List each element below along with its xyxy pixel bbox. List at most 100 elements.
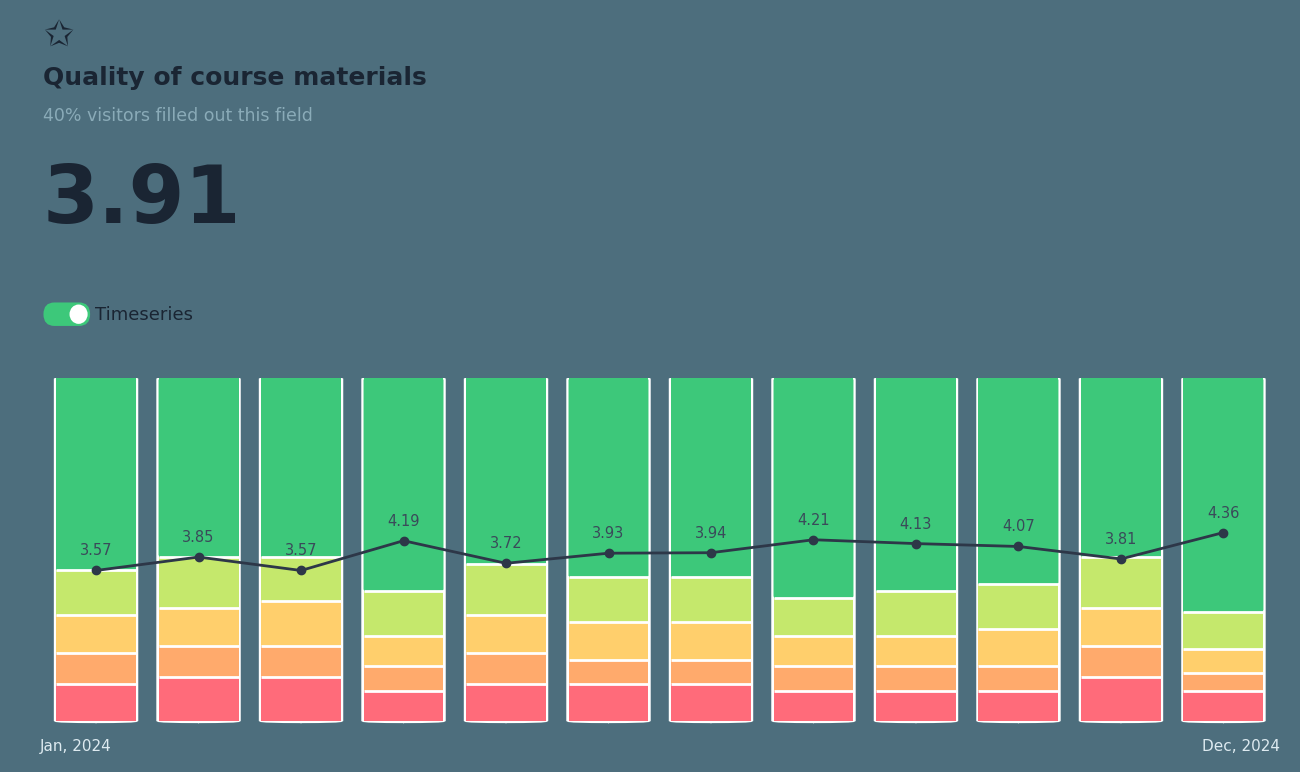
Text: 3.93: 3.93 [593,527,624,541]
FancyBboxPatch shape [978,378,1060,721]
FancyBboxPatch shape [1082,378,1161,557]
Bar [876,690,956,721]
Bar [876,378,956,591]
Bar [1183,649,1264,673]
Bar [364,378,443,591]
Bar [568,378,649,577]
FancyBboxPatch shape [568,378,649,721]
Bar [56,378,136,571]
Bar [568,659,649,684]
Bar [671,378,751,577]
Bar [1183,673,1264,690]
Text: 4.07: 4.07 [1002,520,1035,534]
Bar [1082,557,1161,608]
Text: 3.91: 3.91 [43,162,242,240]
Text: 40% visitors filled out this field: 40% visitors filled out this field [43,107,313,124]
Bar [159,608,238,646]
Bar [364,635,443,666]
Bar [671,577,751,622]
Bar [876,635,956,666]
Bar [261,646,341,677]
Bar [774,598,854,635]
Text: 3.81: 3.81 [1105,532,1138,547]
Bar [56,684,136,721]
FancyBboxPatch shape [979,378,1058,584]
Bar [876,591,956,635]
Bar [56,653,136,684]
Text: Dec, 2024: Dec, 2024 [1201,739,1279,753]
Text: 3.57: 3.57 [285,543,317,558]
Text: 3.72: 3.72 [490,537,523,551]
Bar [465,378,546,564]
Text: Jan, 2024: Jan, 2024 [40,739,112,753]
FancyBboxPatch shape [56,378,136,721]
Text: 3.94: 3.94 [694,526,727,540]
Bar [465,564,546,615]
Bar [56,615,136,653]
Bar [1082,646,1161,677]
Text: 4.21: 4.21 [797,513,829,528]
Bar [1082,378,1161,557]
Bar [979,378,1058,584]
FancyBboxPatch shape [159,378,238,557]
Text: 3.57: 3.57 [79,543,112,558]
Bar [159,677,238,721]
Bar [261,378,341,557]
Text: 4.36: 4.36 [1208,506,1240,520]
FancyBboxPatch shape [875,378,957,721]
Bar [568,577,649,622]
Bar [671,659,751,684]
FancyBboxPatch shape [876,378,956,591]
Text: Quality of course materials: Quality of course materials [43,66,426,90]
FancyBboxPatch shape [671,378,751,721]
Bar [568,622,649,659]
Bar [364,591,443,635]
Bar [774,666,854,690]
FancyBboxPatch shape [774,378,854,598]
Bar [465,615,546,653]
Text: Timeseries: Timeseries [95,306,192,324]
FancyBboxPatch shape [56,378,136,571]
FancyBboxPatch shape [465,378,546,721]
Bar [364,666,443,690]
Bar [159,646,238,677]
Bar [979,584,1058,628]
FancyBboxPatch shape [774,378,854,721]
FancyBboxPatch shape [568,378,649,577]
FancyBboxPatch shape [261,378,341,557]
Bar [1082,677,1161,721]
Bar [671,684,751,721]
Bar [261,677,341,721]
Bar [979,690,1058,721]
Bar [1183,611,1264,649]
Bar [568,684,649,721]
FancyBboxPatch shape [1080,378,1161,721]
Text: 3.85: 3.85 [182,530,215,545]
Bar [261,601,341,646]
Bar [465,653,546,684]
Bar [774,690,854,721]
FancyBboxPatch shape [260,378,342,721]
Bar [774,378,854,598]
Bar [1183,378,1264,611]
Bar [1082,608,1161,646]
Bar [979,628,1058,666]
Circle shape [69,304,87,324]
Bar [261,557,341,601]
Bar [159,557,238,608]
FancyBboxPatch shape [363,378,445,721]
Bar [876,666,956,690]
Bar [159,378,238,557]
Bar [671,622,751,659]
FancyBboxPatch shape [465,378,546,564]
Text: ✩: ✩ [43,19,73,53]
FancyBboxPatch shape [671,378,751,577]
FancyBboxPatch shape [1183,378,1264,611]
Bar [1183,690,1264,721]
Text: 4.13: 4.13 [900,516,932,532]
FancyBboxPatch shape [159,378,239,721]
Text: 4.19: 4.19 [387,513,420,529]
FancyBboxPatch shape [43,303,90,326]
FancyBboxPatch shape [1183,378,1264,721]
Bar [774,635,854,666]
